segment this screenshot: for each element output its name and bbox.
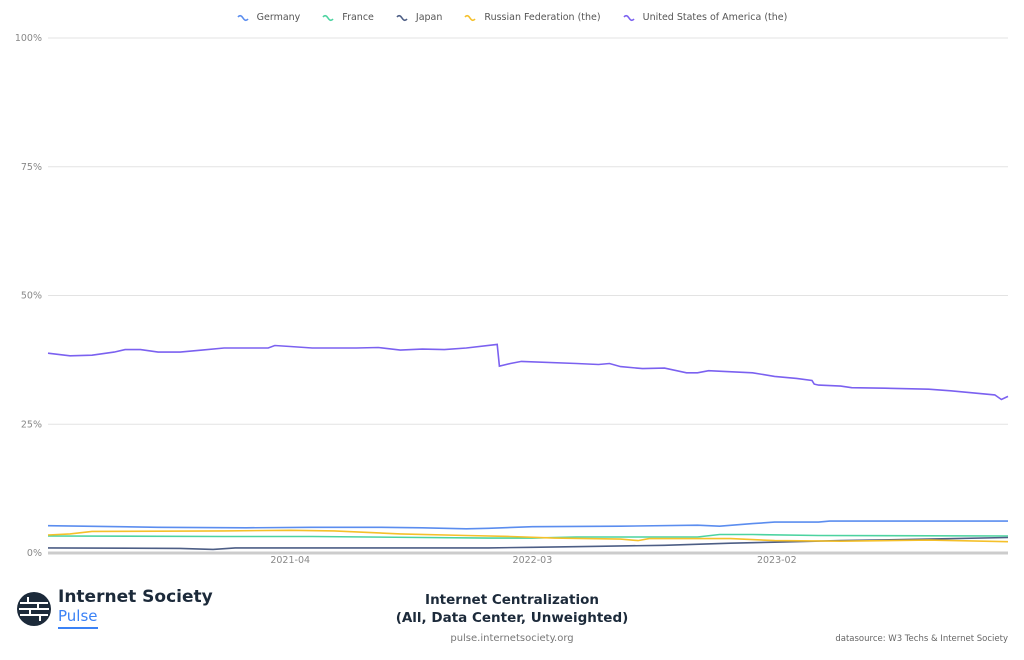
legend-label: Germany [256, 12, 301, 23]
chart-title: Internet Centralization (All, Data Cente… [0, 591, 1024, 627]
title-line-1: Internet Centralization [425, 592, 599, 608]
datasource-note: datasource: W3 Techs & Internet Society [835, 634, 1008, 644]
legend-wave-icon [396, 14, 408, 21]
series-line-united-states-of-america-the [47, 343, 1009, 401]
x-tick-label: 2022-03 [513, 555, 553, 566]
legend-item[interactable]: France [322, 12, 374, 23]
legend-wave-icon [237, 14, 249, 21]
legend-wave-icon [464, 14, 477, 21]
y-tick-label: 25% [21, 419, 42, 430]
series-line-russian-federation-the [47, 529, 1009, 543]
legend-item[interactable]: Japan [396, 12, 443, 23]
brand-product[interactable]: Pulse [58, 607, 98, 629]
legend-item[interactable]: United States of America (the) [622, 12, 788, 23]
internet-society-pulse-logo: Internet Society Pulse [16, 588, 213, 629]
legend: Germany France Japan Russian Federation (th… [0, 12, 1024, 23]
y-tick-label: 75% [21, 162, 42, 173]
y-tick-label: 50% [21, 291, 42, 302]
legend-label: France [342, 12, 374, 23]
x-tick-label: 2023-02 [757, 555, 797, 566]
site-url[interactable]: pulse.internetsociety.org [450, 633, 574, 644]
series-line-germany [47, 520, 1008, 530]
legend-item[interactable]: Russian Federation (the) [464, 12, 601, 23]
legend-wave-icon [622, 14, 635, 21]
legend-label: Russian Federation (the) [484, 12, 601, 23]
x-tick-label: 2021-04 [270, 555, 310, 566]
legend-label: United States of America (the) [642, 12, 788, 23]
title-line-2: (All, Data Center, Unweighted) [395, 610, 629, 626]
legend-item[interactable]: Germany [237, 12, 301, 23]
y-tick-label: 0% [27, 548, 42, 559]
chart: 0% 25% 50% 75% 100% 2021-04 2022-03 2023-02 [15, 33, 1009, 566]
globe-icon [17, 591, 51, 626]
legend-wave-icon [322, 14, 334, 21]
legend-label: Japan [415, 12, 443, 23]
y-tick-label: 100% [15, 33, 42, 44]
brand-name: Internet Society [58, 587, 213, 607]
series-line-japan [47, 536, 1009, 551]
